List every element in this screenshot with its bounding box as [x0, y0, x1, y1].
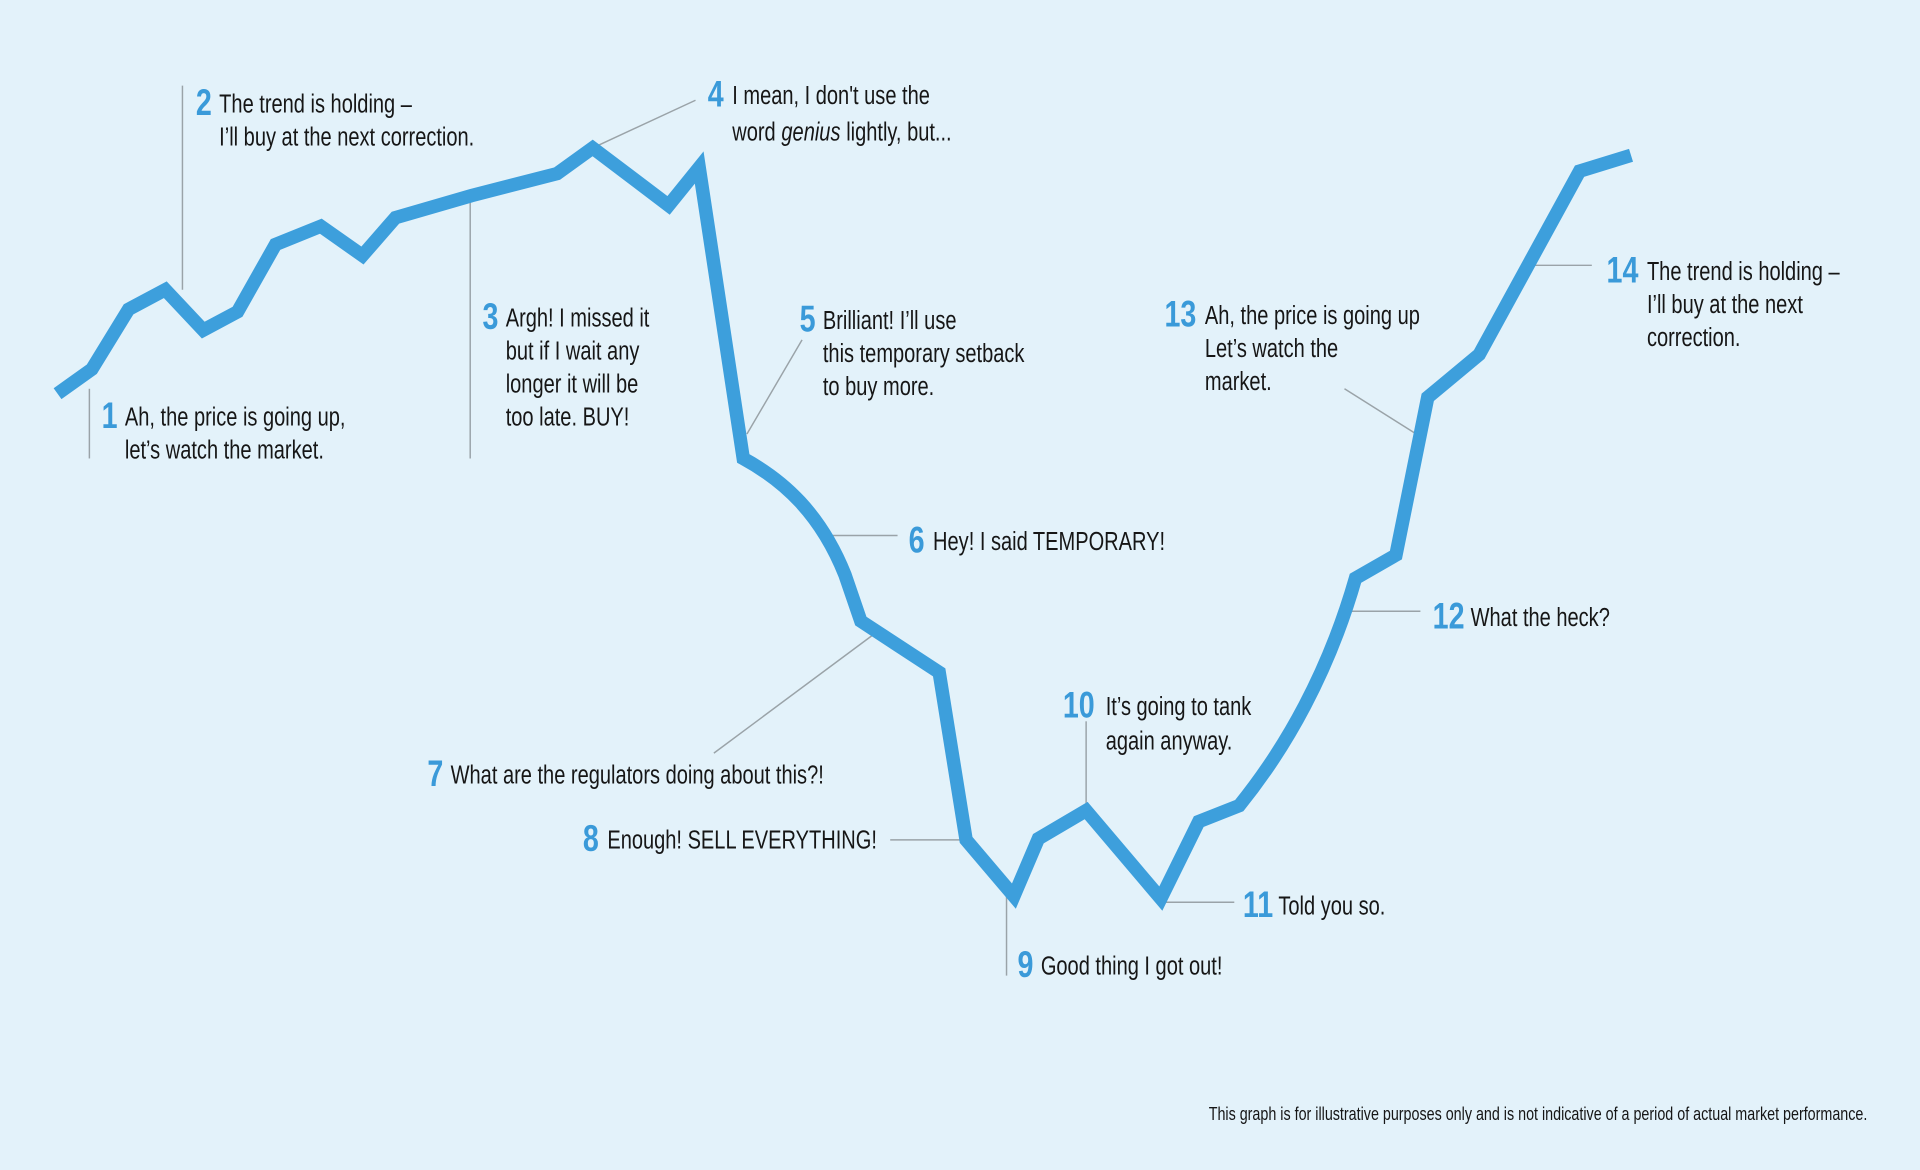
annotation: 1 Ah, the price is going up, let’s watch t… — [102, 394, 346, 464]
annotation: 3 Argh! I missed it but if I wait any longe… — [482, 295, 649, 431]
annotation-text: Ah, the price is going up — [1205, 301, 1420, 330]
annotation-number: 10 — [1063, 684, 1095, 725]
annotation-number: 3 — [482, 295, 498, 336]
annotation-number: 7 — [427, 753, 443, 794]
annotation-text-part: lightly, but... — [846, 117, 951, 146]
leader-lines — [88, 85, 1592, 976]
annotation-text-part: word — [731, 117, 775, 146]
annotation: 2 The trend is holding – I’ll buy at the n… — [196, 81, 474, 151]
annotation-number: 9 — [1018, 943, 1034, 984]
annotation-text: again anyway. — [1106, 726, 1233, 755]
annotation-text: to buy more. — [823, 371, 934, 400]
annotation: 7 What are the regulators doing about thi… — [427, 753, 823, 794]
annotation: 9 Good thing I got out! — [1018, 943, 1223, 984]
annotation-text: but if I wait any — [506, 336, 640, 365]
annotation-text: What the heck? — [1471, 603, 1610, 632]
annotation: 8 Enough! SELL EVERYTHING! — [583, 817, 877, 858]
annotation-text: Hey! I said TEMPORARY! — [933, 527, 1165, 556]
annotation-text: correction. — [1647, 323, 1741, 352]
annotation-text: Brilliant! I’ll use — [823, 305, 957, 334]
annotation-text: Enough! SELL EVERYTHING! — [607, 825, 877, 854]
annotation-text: this temporary setback — [823, 338, 1025, 367]
leader-line — [746, 339, 803, 435]
annotation-number: 2 — [196, 81, 212, 122]
annotation-text: too late. BUY! — [506, 402, 630, 431]
annotation-text: longer it will be — [506, 369, 639, 398]
annotation-text: Ah, the price is going up, — [125, 402, 346, 431]
annotation: 13 Ah, the price is going up Let’s watch t… — [1164, 293, 1419, 396]
annotation: 6 Hey! I said TEMPORARY! — [909, 519, 1165, 560]
annotation-number: 12 — [1433, 595, 1465, 636]
leader-line — [1344, 388, 1415, 434]
annotation-text: Told you so. — [1278, 891, 1385, 920]
annotation-text: The trend is holding – — [219, 89, 412, 118]
annotation-text: market. — [1205, 367, 1272, 396]
annotation-text-part: genius — [781, 117, 840, 146]
annotation: 11 Told you so. — [1243, 883, 1385, 924]
annotation-text: let’s watch the market. — [125, 435, 324, 464]
leader-line — [592, 99, 696, 149]
annotation-text: I mean, I don't use the — [732, 81, 930, 110]
annotation-number: 11 — [1243, 883, 1273, 924]
annotation-number: 1 — [102, 394, 118, 435]
annotation-text: Argh! I missed it — [506, 303, 650, 332]
annotation-number: 14 — [1607, 249, 1639, 290]
annotation-number: 5 — [800, 298, 816, 339]
annotation: 12 What the heck? — [1433, 595, 1610, 636]
annotation-text: It’s going to tank — [1106, 692, 1252, 721]
annotation-text: The trend is holding – — [1647, 257, 1840, 286]
leader-line — [713, 635, 873, 754]
annotation-text: I’ll buy at the next correction. — [219, 122, 474, 151]
annotation: 5 Brilliant! I’ll use this temporary setba… — [800, 298, 1025, 401]
annotation-number: 13 — [1164, 293, 1196, 334]
annotation-number: 6 — [909, 519, 925, 560]
annotation-text: word genius lightly, but... — [731, 117, 951, 146]
annotation-text: Good thing I got out! — [1041, 951, 1223, 980]
annotation-text: What are the regulators doing about this… — [451, 760, 824, 789]
annotation-text: I’ll buy at the next — [1647, 290, 1803, 319]
annotation-text: Let’s watch the — [1205, 334, 1338, 363]
annotation: 10 It’s going to tank again anyway. — [1063, 684, 1252, 755]
annotation-number: 8 — [583, 817, 599, 858]
price-line — [53, 139, 1634, 911]
annotation: 14 The trend is holding – I’ll buy at the … — [1607, 249, 1840, 352]
annotation-number: 4 — [708, 73, 725, 114]
footnote: This graph is for illustrative purposes … — [1209, 1104, 1868, 1124]
